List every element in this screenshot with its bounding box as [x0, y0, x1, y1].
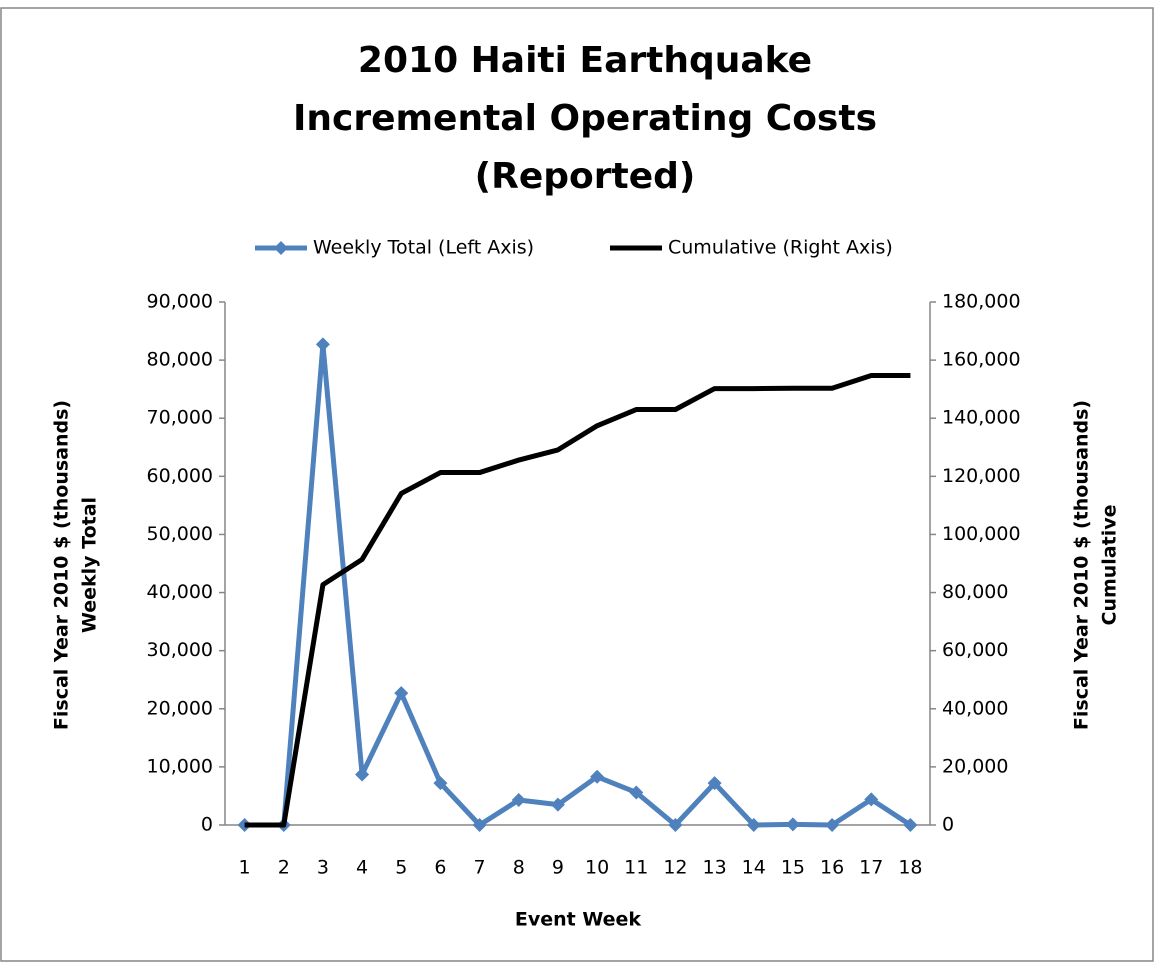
y-tick-label: 80,000	[147, 349, 213, 371]
x-tick-label: 8	[513, 857, 525, 879]
series-marker	[668, 818, 683, 832]
y-axis-label: Fiscal Year 2010 $ (thousands)	[51, 400, 73, 730]
series-marker	[355, 767, 370, 782]
x-axis-label: Event Week	[515, 909, 642, 931]
chart-title: 2010 Haiti Earthquake	[358, 40, 812, 81]
y-tick-label: 90,000	[147, 291, 213, 313]
y2-tick-label: 180,000	[942, 291, 1021, 313]
x-tick-label: 11	[624, 857, 648, 879]
series-marker	[903, 818, 918, 832]
x-tick-label: 14	[742, 857, 766, 879]
y2-tick-label: 0	[942, 814, 954, 836]
x-tick-label: 5	[395, 857, 407, 879]
x-tick-label: 7	[474, 857, 486, 879]
series-marker	[629, 785, 644, 800]
x-tick-label: 4	[356, 857, 368, 879]
x-tick-label: 16	[820, 857, 844, 879]
y2-axis-label: Cumulative	[1099, 505, 1121, 626]
x-tick-label: 13	[702, 857, 726, 879]
y-tick-label: 60,000	[147, 465, 213, 487]
chart-title: (Reported)	[475, 156, 696, 197]
legend-label: Cumulative (Right Axis)	[668, 237, 893, 259]
series-marker	[825, 818, 840, 832]
x-tick-label: 18	[898, 857, 922, 879]
y-tick-label: 40,000	[147, 581, 213, 603]
y2-tick-label: 40,000	[942, 697, 1008, 719]
y2-tick-label: 140,000	[942, 407, 1021, 429]
x-tick-label: 6	[434, 857, 446, 879]
x-tick-label: 9	[552, 857, 564, 879]
x-tick-label: 1	[239, 857, 251, 879]
chart-title: Incremental Operating Costs	[293, 98, 877, 139]
x-tick-label: 12	[663, 857, 687, 879]
y2-tick-label: 60,000	[942, 639, 1008, 661]
y-tick-label: 70,000	[147, 407, 213, 429]
y-axis-label: Weekly Total	[79, 497, 101, 633]
series-marker	[472, 818, 487, 832]
series-marker	[707, 776, 722, 791]
x-tick-label: 10	[585, 857, 609, 879]
y-tick-label: 30,000	[147, 639, 213, 661]
series-marker	[315, 337, 330, 352]
series-marker	[511, 793, 526, 808]
y2-tick-label: 160,000	[942, 349, 1021, 371]
series-marker	[746, 818, 761, 832]
series-marker	[394, 686, 409, 701]
y2-tick-label: 80,000	[942, 581, 1008, 603]
y2-tick-label: 20,000	[942, 755, 1008, 777]
x-tick-label: 2	[278, 857, 290, 879]
chart-border	[0, 7, 1154, 962]
x-tick-label: 15	[781, 857, 805, 879]
series-marker	[550, 797, 565, 812]
y2-tick-label: 100,000	[942, 523, 1021, 545]
x-tick-label: 3	[317, 857, 329, 879]
y-tick-label: 50,000	[147, 523, 213, 545]
series-marker	[433, 776, 448, 791]
y2-axis-label: Fiscal Year 2010 $ (thousands)	[1071, 400, 1093, 730]
legend-marker	[274, 241, 288, 255]
series-marker	[590, 769, 605, 784]
series-marker	[785, 817, 800, 832]
series-line	[244, 373, 911, 828]
series-marker	[864, 792, 879, 807]
y-tick-label: 0	[201, 814, 213, 836]
legend-label: Weekly Total (Left Axis)	[313, 237, 534, 259]
y-tick-label: 20,000	[147, 697, 213, 719]
y-tick-label: 10,000	[147, 755, 213, 777]
y2-tick-label: 120,000	[942, 465, 1021, 487]
x-tick-label: 17	[859, 857, 883, 879]
